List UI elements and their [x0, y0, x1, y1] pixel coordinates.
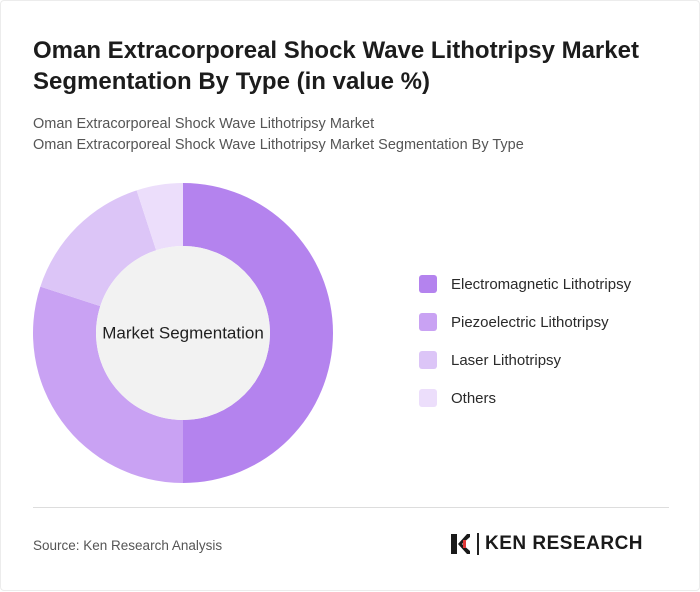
chart-title: Oman Extracorporeal Shock Wave Lithotrip…	[33, 37, 639, 95]
donut-slice-electromagnetic-lithotripsy	[183, 183, 333, 483]
footer-divider	[33, 507, 669, 508]
ken-research-logo-icon	[451, 534, 470, 554]
donut-hole	[96, 246, 270, 420]
donut-slice-laser-lithotripsy	[40, 190, 157, 307]
donut-slices	[32, 183, 333, 483]
chart-subtitle: Oman Extracorporeal Shock Wave Lithotrip…	[33, 114, 673, 156]
legend-label: Others	[451, 389, 497, 407]
legend-label: Electromagnetic Lithotripsy	[451, 275, 632, 293]
legend-swatch	[419, 275, 437, 293]
legend-swatch	[419, 313, 437, 331]
chart-legend: Electromagnetic Lithotripsy Piezoelectric…	[419, 265, 631, 417]
brand-logo: KEN RESEARCH	[449, 532, 643, 556]
legend-swatch	[419, 351, 437, 369]
brand-name: KEN RESEARCH	[485, 533, 644, 554]
brand-separator	[477, 533, 479, 555]
legend-item-electromagnetic-lithotripsy: Electromagnetic Lithotripsy	[419, 265, 631, 303]
source-note: Source: Ken Research Analysis	[33, 538, 223, 553]
legend-item-piezoelectric-lithotripsy: Piezoelectric Lithotripsy	[419, 303, 631, 341]
legend-item-others: Others	[419, 379, 631, 417]
legend-label: Piezoelectric Lithotripsy	[451, 313, 609, 331]
subtitle-line-2: Oman Extracorporeal Shock Wave Lithotrip…	[33, 137, 524, 153]
legend-item-laser-lithotripsy: Laser Lithotripsy	[419, 341, 631, 379]
donut-slice-others	[136, 183, 183, 251]
legend-label: Laser Lithotripsy	[451, 351, 562, 369]
donut-center-label: Market Segmentation	[102, 324, 264, 343]
donut-slice-piezoelectric-lithotripsy	[32, 286, 183, 483]
legend-swatch	[419, 389, 437, 407]
subtitle-line-1: Oman Extracorporeal Shock Wave Lithotrip…	[33, 116, 375, 132]
